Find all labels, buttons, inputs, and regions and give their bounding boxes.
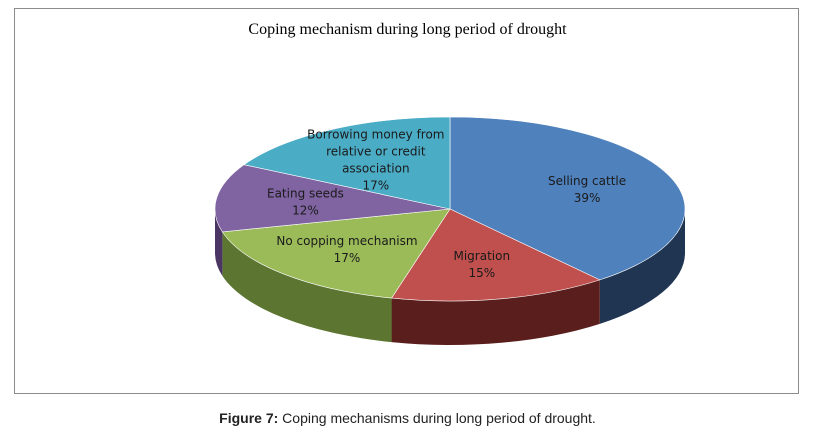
pie-label-percent: 39% [574,191,601,205]
pie-label-4: Borrowing money from relative or credit as… [307,127,444,192]
chart-title: Coping mechanism during long period of d… [248,21,567,38]
pie-slice-0 [449,116,686,281]
pie-label-text: Eating seeds [267,186,344,200]
pie-label-percent: 17% [334,251,361,265]
pie-label-text: No copping mechanism [276,234,417,248]
pie-label-text: association [342,161,409,175]
pie-label-text: Selling cattle [548,174,626,188]
pie-side-0 [599,209,685,324]
figure-caption-text: Coping mechanisms during long period of … [278,410,596,426]
pie-label-text: relative or credit [326,144,426,158]
pie-slice-1 [391,208,601,302]
pie-label-text: Borrowing money from [307,127,444,141]
pie-side-3 [215,209,223,276]
pie-slice-4 [243,116,451,210]
figure-caption: Figure 7: Coping mechanisms during long … [0,410,815,426]
pie-label-text: Migration [453,249,510,263]
pie-side-2 [222,231,392,343]
pie-slice-2 [221,208,451,299]
pie-label-1: Migration 15% [453,249,510,280]
pie-chart: Selling cattle 39% Migration 15% No copping … [214,116,686,345]
pie-slice-3 [214,164,451,233]
pie-label-percent: 17% [362,178,389,192]
pie-side-1 [391,279,600,345]
pie-label-3: Eating seeds 12% [267,186,344,217]
pie-label-0: Selling cattle 39% [548,174,626,205]
pie-label-2: No copping mechanism 17% [276,234,417,265]
figure-caption-label: Figure 7: [219,410,279,426]
chart-frame: Coping mechanism during long period of d… [14,8,799,394]
pie-label-percent: 12% [292,203,319,217]
pie-label-percent: 15% [468,266,495,280]
